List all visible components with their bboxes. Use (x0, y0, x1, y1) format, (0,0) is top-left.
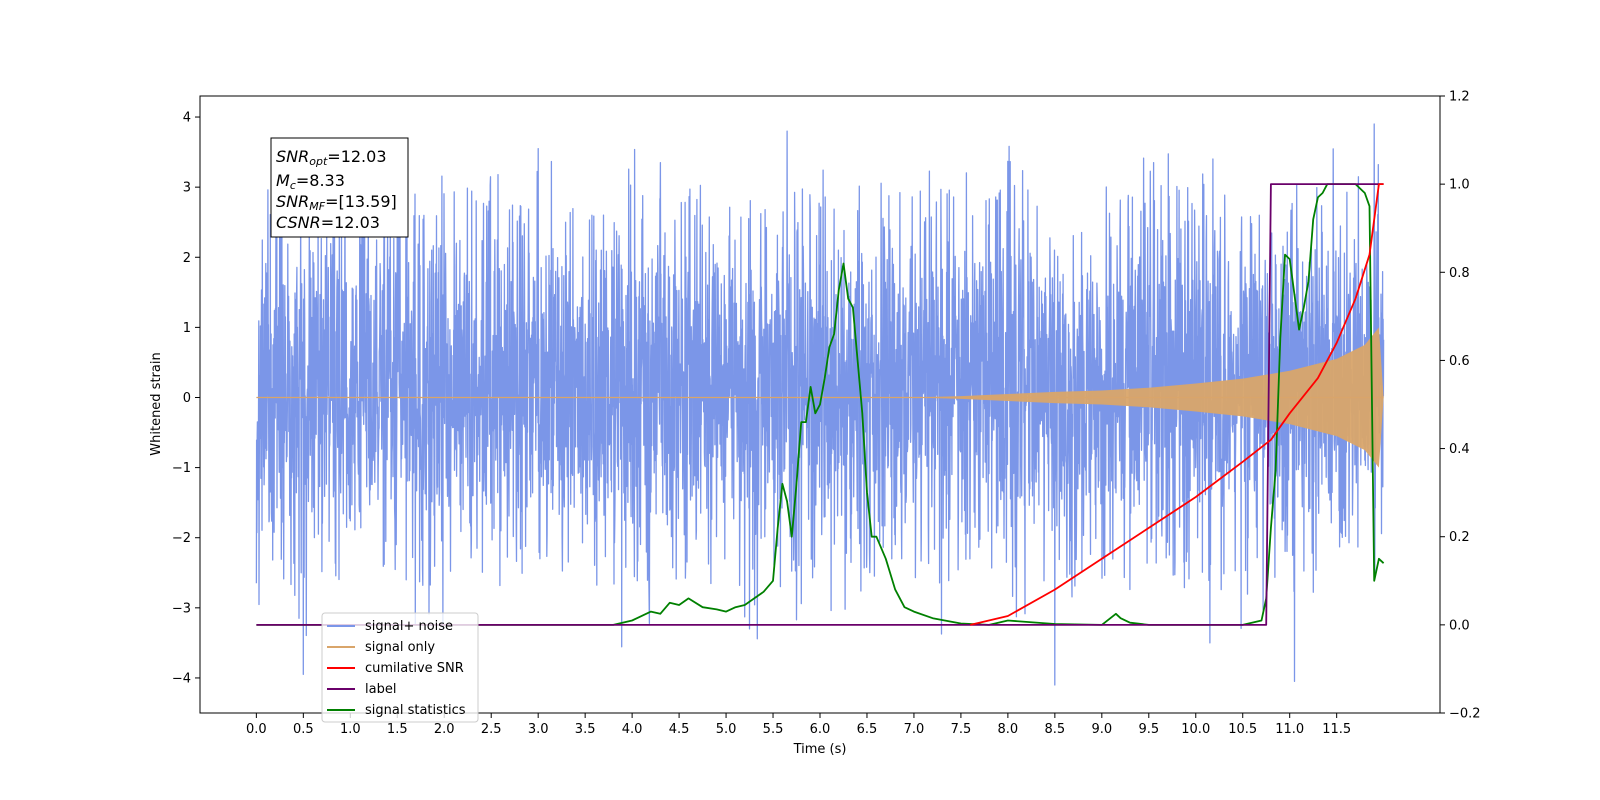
y-tick-label-5: 1 (183, 321, 191, 336)
y2-tick-label-1: 0.0 (1449, 618, 1470, 633)
series-line-signal-statistics (256, 183, 1385, 626)
x-tick-label-8-5: 8.5 (1045, 722, 1066, 737)
x-tick-label-7-5: 7.5 (951, 722, 972, 737)
x-tick-label-9-0: 9.0 (1091, 722, 1112, 737)
x-tick-label-5-0: 5.0 (716, 722, 737, 737)
x-tick-label-7-0: 7.0 (904, 722, 925, 737)
y2-tick-label-3: 0.4 (1449, 442, 1470, 457)
x-tick-label-9-5: 9.5 (1138, 722, 1159, 737)
y-tick-label-4: 0 (183, 391, 191, 406)
legend-entry-cumulative-snr: cumilative SNR (327, 661, 464, 676)
y-tick-label-7: 3 (183, 181, 191, 196)
y-tick-label-6: 2 (183, 251, 191, 266)
y-tick-label-1: −3 (172, 601, 191, 616)
x-tick-label-4-0: 4.0 (622, 722, 643, 737)
x-tick-label-3-5: 3.5 (575, 722, 596, 737)
annotation-frame (270, 137, 409, 238)
y2-tick-label-5: 0.8 (1449, 266, 1470, 281)
legend-label-signal-only: signal only (365, 640, 435, 655)
x-tick-label-0-0: 0.0 (246, 722, 267, 737)
x-tick-label-1-5: 1.5 (387, 722, 408, 737)
y-axis-label: Whitened strain (149, 352, 164, 455)
y2-tick-label-6: 1.0 (1449, 178, 1470, 193)
x-tick-label-6-0: 6.0 (810, 722, 831, 737)
x-tick-label-11-0: 11.0 (1275, 722, 1304, 737)
legend-label-cumulative-snr: cumilative SNR (365, 661, 464, 676)
legend-frame (321, 612, 479, 723)
y-tick-label-2: −2 (172, 531, 191, 546)
plot-area (255, 123, 1385, 686)
y-tick-label-0: −4 (172, 671, 191, 686)
x-tick-label-8-0: 8.0 (998, 722, 1019, 737)
x-tick-label-11-5: 11.5 (1322, 722, 1351, 737)
y-tick-label-3: −1 (172, 461, 191, 476)
annotation-box: SNRopt=12.03 Mc=8.33 SNRMF=[13.59] CSNR=… (270, 137, 409, 238)
legend-entry-signal-only: signal only (327, 640, 435, 655)
annotation-snr-opt: SNRopt=12.03 (276, 147, 387, 168)
x-tick-label-4-5: 4.5 (669, 722, 690, 737)
x-tick-label-3-0: 3.0 (528, 722, 549, 737)
y2-tick-label-2: 0.2 (1449, 530, 1470, 545)
x-tick-label-6-5: 6.5 (857, 722, 878, 737)
annotation-snr-mf: SNRMF=[13.59] (276, 192, 397, 213)
x-tick-label-0-5: 0.5 (293, 722, 314, 737)
legend-label-label: label (365, 682, 396, 697)
series-line-cumilative-snr (970, 183, 1384, 626)
y2-tick-label-7: 1.2 (1449, 90, 1470, 105)
x-tick-label-2-5: 2.5 (481, 722, 502, 737)
axes: 0.0 0.5 1.0 1.5 2.0 2.5 3.0 3.5 4.0 4.5 5.0 5.5 6.0 6… (172, 90, 1481, 738)
legend-entry-signal-statistics: signal statistics (327, 703, 466, 718)
annotation-csnr: CSNR=12.03 (276, 213, 380, 232)
x-tick-label-10-0: 10.0 (1181, 722, 1210, 737)
y2-tick-label-4: 0.6 (1449, 354, 1470, 369)
legend-entry-signal-noise: signal+ noise (327, 619, 453, 634)
x-tick-label-1-0: 1.0 (340, 722, 361, 737)
x-tick-label-10-5: 10.5 (1228, 722, 1257, 737)
x-axis-label: Time (s) (793, 742, 847, 757)
x-tick-label-2-0: 2.0 (434, 722, 455, 737)
y2-tick-label-0: −0.2 (1449, 707, 1481, 722)
legend: signal+ noise signal only cumilative SNR… (321, 612, 479, 723)
series-line-signal-noise (255, 123, 1385, 686)
y-tick-label-8: 4 (183, 111, 191, 126)
legend-label-signal-noise: signal+ noise (365, 619, 453, 634)
legend-label-signal-statistics: signal statistics (365, 703, 466, 718)
legend-entry-label: label (327, 682, 396, 697)
x-tick-label-5-5: 5.5 (763, 722, 784, 737)
annotation-mc: Mc=8.33 (276, 171, 345, 192)
series-line-label (256, 183, 1384, 626)
